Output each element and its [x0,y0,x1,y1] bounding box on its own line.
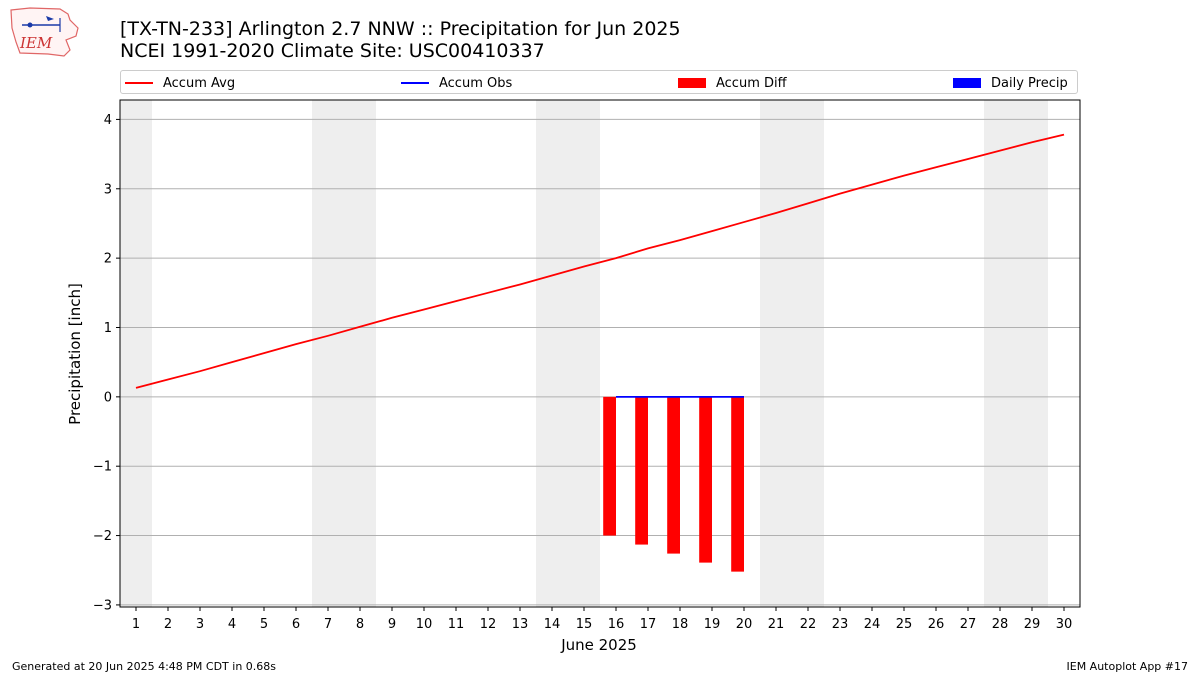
x-tick-label: 10 [416,617,433,632]
legend-swatch-daily-precip [953,78,981,88]
weekend-band [984,100,1048,607]
chart-title: [TX-TN-233] Arlington 2.7 NNW :: Precipi… [120,18,681,62]
x-tick-label: 29 [1024,617,1041,632]
x-tick-label: 14 [544,617,561,632]
series-lines [135,133,1065,398]
x-tick-label: 18 [672,617,689,632]
y-tick-label: −2 [93,529,112,544]
y-tick-label: −3 [93,598,112,613]
y-tick-label: 0 [104,390,112,405]
x-tick-label: 1 [132,617,140,632]
x-tick-label: 2 [164,617,172,632]
weekend-band [312,100,376,607]
x-tick-label: 28 [992,617,1009,632]
x-tick-label: 3 [196,617,204,632]
legend-item-accum-diff: Accum Diff [678,74,787,92]
legend-label-accum-obs: Accum Obs [439,75,513,91]
x-tick-label: 25 [896,617,913,632]
y-axis-ticks: −3 −2 −1 0 1 2 3 4 [93,113,120,613]
x-tick-label: 6 [292,617,300,632]
x-axis-ticks: 1 2 3 4 5 6 7 8 9 10 11 12 13 14 15 16 17 18 19 20 21 22 23 24 2… [132,607,1072,632]
accum-diff-bar [667,396,680,554]
legend-label-daily-precip: Daily Precip [991,75,1068,91]
y-tick-label: 4 [104,113,112,128]
chart-title-line1: [TX-TN-233] Arlington 2.7 NNW :: Precipi… [120,18,681,40]
y-tick-label: 1 [104,321,112,336]
x-tick-label: 20 [736,617,753,632]
legend-item-daily-precip: Daily Precip [953,74,1068,92]
x-tick-label: 22 [800,617,817,632]
plot-frame [119,99,1081,608]
legend: Accum Avg Accum Obs Accum Diff Daily Pre… [120,70,1078,94]
legend-swatch-accum-obs [401,82,429,84]
x-tick-label: 12 [480,617,497,632]
legend-label-accum-avg: Accum Avg [163,75,236,91]
x-tick-label: 19 [704,617,721,632]
accum-diff-bar [603,396,616,536]
x-tick-label: 21 [768,617,785,632]
legend-swatch-accum-avg [125,82,153,84]
x-tick-label: 17 [640,617,657,632]
x-tick-label: 7 [324,617,332,632]
y-axis-label: Precipitation [inch] [66,283,84,425]
x-tick-label: 24 [864,617,881,632]
weekend-band [760,100,824,607]
x-tick-label: 9 [388,617,396,632]
x-tick-label: 30 [1056,617,1073,632]
x-tick-label: 26 [928,617,945,632]
footer-generated: Generated at 20 Jun 2025 4:48 PM CDT in … [12,660,277,673]
grid-lines [120,118,1080,606]
x-tick-label: 8 [356,617,364,632]
accum-avg-line [135,133,1065,389]
weekend-band [536,100,600,607]
weekend-shading [120,100,1048,607]
y-tick-label: −1 [93,460,112,475]
footer-app-id: IEM Autoplot App #17 [1066,660,1189,673]
legend-item-accum-avg: Accum Avg [125,74,235,92]
x-tick-label: 13 [512,617,529,632]
x-axis-label: June 2025 [560,636,637,654]
y-tick-label: 3 [104,182,112,197]
y-tick-label: 2 [104,252,112,267]
x-tick-label: 5 [260,617,268,632]
x-tick-label: 16 [608,617,625,632]
x-tick-label: 4 [228,617,236,632]
accum-diff-bar [635,396,648,545]
chart-title-line2: NCEI 1991-2020 Climate Site: USC00410337 [120,40,545,62]
weekend-band [120,100,152,607]
legend-swatch-accum-diff [678,78,706,88]
accum-diff-bar [699,396,712,563]
accum-diff-bars [603,396,744,572]
x-tick-label: 11 [448,617,465,632]
iem-logo: IEM [10,7,79,57]
accum-diff-bar [731,396,744,572]
x-tick-label: 23 [832,617,849,632]
x-tick-label: 15 [576,617,593,632]
x-tick-label: 27 [960,617,977,632]
legend-label-accum-diff: Accum Diff [716,75,787,91]
svg-text:IEM: IEM [19,34,53,52]
legend-item-accum-obs: Accum Obs [401,74,512,92]
